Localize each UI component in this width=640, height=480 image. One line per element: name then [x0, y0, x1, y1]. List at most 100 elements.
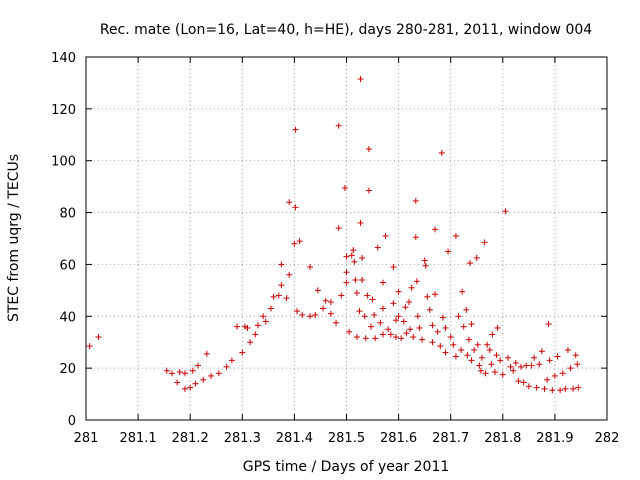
data-point [400, 318, 407, 325]
data-point [364, 292, 371, 299]
data-point [292, 204, 299, 211]
y-tick-label: 120 [51, 103, 76, 118]
data-point [533, 384, 540, 391]
data-point [463, 306, 470, 313]
data-point [270, 293, 277, 300]
data-point [382, 232, 389, 239]
data-point [351, 258, 358, 265]
data-point [359, 276, 366, 283]
data-point [343, 279, 350, 286]
chart-title: Rec. mate (Lon=16, Lat=40, h=HE), days 2… [100, 22, 592, 38]
data-point [343, 269, 350, 276]
data-point [468, 321, 475, 328]
data-point [86, 343, 93, 350]
data-point [531, 354, 538, 361]
data-point [523, 362, 530, 369]
data-point [426, 306, 433, 313]
data-point [438, 149, 445, 156]
data-point [502, 208, 509, 215]
data-point [442, 324, 449, 331]
data-point [362, 335, 369, 342]
data-point [515, 378, 522, 385]
data-point [536, 361, 543, 368]
data-point [439, 314, 446, 321]
data-point [459, 288, 466, 295]
data-point [412, 197, 419, 204]
data-point [549, 387, 556, 394]
data-point [408, 284, 415, 291]
data-point [352, 276, 359, 283]
data-point [429, 322, 436, 329]
data-point [491, 369, 498, 376]
data-point [327, 310, 334, 317]
data-point [335, 225, 342, 232]
data-point [95, 334, 102, 341]
data-point [234, 323, 241, 330]
data-point [464, 352, 471, 359]
data-point [327, 299, 334, 306]
data-point [546, 357, 553, 364]
data-point [416, 324, 423, 331]
data-point [445, 248, 452, 255]
data-point [429, 339, 436, 346]
x-tick-label: 281.2 [172, 431, 209, 446]
data-point [489, 331, 496, 338]
y-tick-label: 40 [59, 310, 76, 325]
data-point [223, 363, 230, 370]
data-point [333, 319, 340, 326]
data-point [189, 367, 196, 374]
x-tick-label: 282 [595, 431, 620, 446]
data-point [365, 187, 372, 194]
x-tick-label: 281.8 [484, 431, 521, 446]
data-point [371, 311, 378, 318]
data-point [286, 271, 293, 278]
data-point [468, 357, 475, 364]
data-point [499, 371, 506, 378]
data-point [471, 346, 478, 353]
data-point [275, 292, 282, 299]
data-point [163, 367, 170, 374]
data-point [567, 365, 574, 372]
x-tick-label: 281.1 [119, 431, 156, 446]
data-point [466, 260, 473, 267]
y-tick-labels: 0 20 40 60 80 100 120 140 [51, 51, 76, 429]
data-point [353, 289, 360, 296]
data-point [557, 387, 564, 394]
data-point [215, 370, 222, 377]
data-point [477, 367, 484, 374]
data-point [392, 334, 399, 341]
data-point [195, 362, 202, 369]
y-tick-label: 80 [59, 207, 76, 222]
data-point [291, 240, 298, 247]
data-point [460, 323, 467, 330]
data-point [385, 326, 392, 333]
data-point [267, 305, 274, 312]
data-point [278, 282, 285, 289]
data-point [574, 361, 581, 368]
y-tick-label: 60 [59, 258, 76, 273]
data-point [174, 379, 181, 386]
data-points [86, 76, 582, 394]
data-point [528, 362, 535, 369]
data-point [228, 357, 235, 364]
data-point [278, 261, 285, 268]
data-point [505, 354, 512, 361]
data-point [379, 331, 386, 338]
data-point [320, 305, 327, 312]
data-point [387, 331, 394, 338]
data-point [372, 335, 379, 342]
data-point [406, 299, 413, 306]
data-point [365, 146, 372, 153]
data-point [432, 291, 439, 298]
data-point [286, 199, 293, 206]
data-point [208, 372, 215, 379]
data-point [402, 304, 409, 311]
data-point [335, 122, 342, 129]
data-point [413, 278, 420, 285]
data-point [419, 336, 426, 343]
data-point [322, 297, 329, 304]
x-tick-label: 281.6 [380, 431, 417, 446]
data-point [379, 305, 386, 312]
data-point [260, 313, 267, 320]
data-point [357, 76, 364, 83]
